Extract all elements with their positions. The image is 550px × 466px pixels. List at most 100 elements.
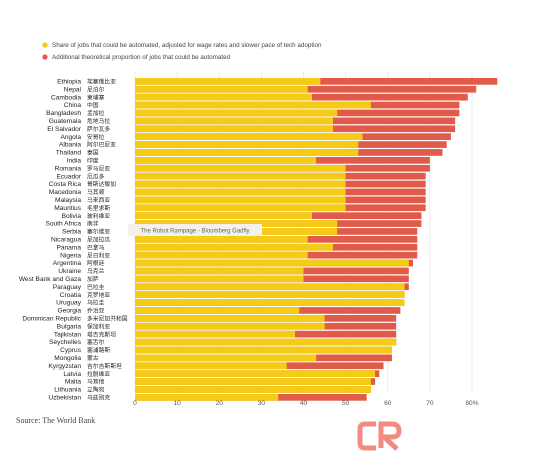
category-label-cn: 加萨 [87,275,99,283]
category-label: Panama [56,244,81,251]
category-label: Georgia [58,308,82,315]
legend-label-automated: Share of jobs that could be automated, a… [52,42,322,49]
category-label: Tajikistan [54,331,81,338]
category-label: Thailand [56,150,82,157]
category-label: Romania [55,165,82,172]
category-label-cn: 塞舌尔 [87,338,105,346]
category-label-cn: 克罗地亚 [87,291,110,299]
category-label-cn: 塞尔维亚 [87,228,110,236]
bar-automated [135,275,304,283]
bar-automated [135,93,312,101]
bar-automated [135,243,333,251]
bar-automated [135,283,405,291]
bar-automated [135,236,308,243]
category-label: Uruguay [56,300,82,307]
category-label: Bangladesh [46,110,81,117]
category-label-cn: 危地马拉 [87,117,110,125]
category-label-cn: 巴拉圭 [87,283,105,291]
bar-automated [135,251,308,259]
bar-automated [135,299,405,306]
watermark-text: The Robot Rampage - Bloomberg Gadfly [140,229,249,235]
category-label-cn: 毛里求斯 [87,204,110,212]
bar-automated [135,378,371,385]
category-label: West Bank and Gaza [19,276,82,283]
bar-automated [135,394,279,401]
category-label: Angola [60,134,81,141]
category-label: Ecuador [56,173,81,180]
category-label: Albania [59,142,81,149]
bar-automated [135,172,346,180]
category-label: Latvia [63,371,81,378]
category-label: Ethiopia [57,79,81,86]
category-label: Seychelles [49,339,82,346]
bar-automated [135,78,321,85]
category-label-cn: 尼日利亚 [87,251,110,259]
x-tick-label: 60 [384,400,392,407]
category-label: Mongolia [54,355,81,362]
category-label: Nicaragua [51,237,81,244]
x-tick-label: 40 [300,400,308,407]
x-tick-label: 70 [426,400,434,407]
bar-automated [135,212,312,219]
bar-automated [135,362,287,370]
bar-automated [135,125,333,133]
category-label: Dominican Republic [22,316,81,323]
category-label: Serbia [62,229,81,236]
source-note: Source: The World Bank [16,416,96,425]
category-label-cn: 保加利亚 [87,322,110,330]
category-label-cn: 中国 [87,101,99,109]
bar-automated [135,157,317,164]
bar-automated [135,204,346,212]
category-label: Ukraine [58,268,81,275]
category-label-cn: 尼加拉瓜 [87,236,110,244]
bar-automated [135,164,346,172]
category-label-cn: 塔吉克斯坦 [87,330,116,338]
bar-automated [135,85,308,93]
category-label-cn: 巴拿马 [87,243,105,251]
x-tick-label: 80% [465,400,478,407]
bar-automated [135,109,338,117]
bar-automated [135,338,397,346]
category-label: Lithuania [54,387,81,394]
category-label: Kyrgyzstan [48,363,81,370]
category-label: Cyprus [60,347,82,354]
category-label: Argentina [53,260,82,267]
bar-automated [135,117,333,125]
bar-automated [135,354,317,362]
legend: Share of jobs that could be automated, a… [42,42,322,61]
category-label: India [67,158,82,165]
category-label-cn: 马来西亚 [87,196,110,204]
x-tick-label: 10 [173,400,181,407]
category-label-cn: 尼泊尔 [87,85,105,93]
bars [135,78,498,401]
bar-automated [135,220,338,227]
category-label: Nigeria [60,252,81,259]
x-tick-label: 30 [258,400,266,407]
bar-automated [135,322,325,330]
bar-automated [135,196,346,204]
category-label-cn: 泰国 [87,149,99,157]
category-label: Paraguay [53,284,82,291]
bar-automated [135,259,409,267]
bar-automated [135,188,346,196]
category-label: Cambodia [51,94,81,101]
category-label-cn: 乌拉圭 [87,299,105,307]
category-label: Costa Rica [49,181,82,188]
category-label-cn: 立陶宛 [87,386,105,394]
category-label-cn: 厄瓜多 [87,172,105,180]
x-tick-label: 0 [133,400,137,407]
category-label-cn: 柬埔寨 [87,93,105,101]
category-label-cn: 拉脱维亚 [87,370,110,378]
category-label-cn: 玻利维亚 [87,212,110,220]
category-label: Nepal [64,86,82,93]
category-label-cn: 安哥拉 [87,133,105,141]
x-axis-ticks: 0 10 20 30 40 50 60 70 80% [133,400,479,407]
bar-automated [135,133,363,140]
category-label: Macedonia [49,189,82,196]
bar-automated [135,180,346,188]
category-label-cn: 孟加拉 [87,109,105,117]
category-label-cn: 乌克兰 [87,267,105,275]
watermark: The Robot Rampage - Bloomberg Gadfly [128,224,262,236]
category-labels: Ethiopia 埃塞俄比亚 Nepal 尼泊尔 Cambodia 柬埔寨 China 中国 B… [19,78,128,402]
category-label: El Salvador [47,126,82,133]
